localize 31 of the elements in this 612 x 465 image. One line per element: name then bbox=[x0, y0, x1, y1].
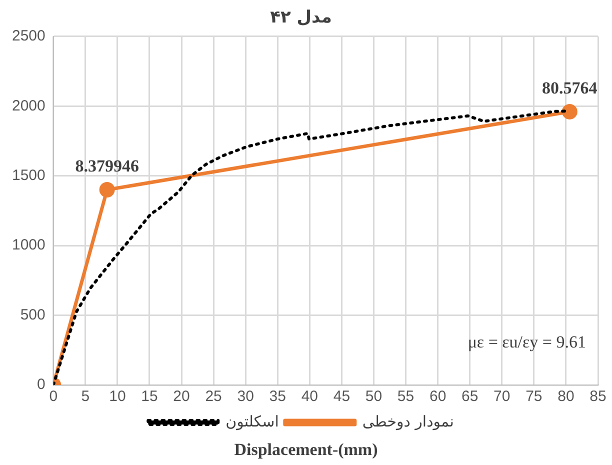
annotation: 8.379946 bbox=[75, 156, 139, 176]
legend-label: نمودار دوخطی bbox=[362, 412, 454, 430]
x-tick-label: 60 bbox=[429, 388, 446, 406]
x-tick-label: 35 bbox=[269, 388, 286, 406]
y-tick-label: 500 bbox=[20, 306, 46, 324]
x-tick-label: 80 bbox=[558, 388, 574, 406]
x-tick-label: 15 bbox=[141, 388, 158, 406]
chart-title: مدل ۴۲ bbox=[270, 8, 332, 28]
annotation: 80.5764 bbox=[542, 78, 598, 98]
x-tick-label: 20 bbox=[173, 388, 190, 406]
x-tick-label: 25 bbox=[205, 388, 222, 406]
x-tick-label: 65 bbox=[462, 388, 478, 406]
x-tick-label: 55 bbox=[397, 388, 414, 406]
annotation: με = εu/εy = 9.61 bbox=[468, 332, 586, 352]
x-tick-label: 85 bbox=[590, 388, 606, 406]
x-tick-label: 45 bbox=[333, 388, 350, 406]
x-tick-label: 40 bbox=[301, 388, 318, 406]
x-tick-label: 30 bbox=[237, 388, 254, 406]
x-tick-label: 75 bbox=[526, 388, 542, 406]
x-tick-label: 50 bbox=[365, 388, 382, 406]
y-tick-label: 1500 bbox=[12, 166, 46, 184]
y-tick-label: 2000 bbox=[12, 97, 46, 114]
y-tick-label: 2500 bbox=[12, 28, 46, 45]
legend-label: اسکلتون bbox=[226, 412, 279, 430]
x-tick-label: 10 bbox=[109, 388, 126, 406]
x-tick-label: 0 bbox=[49, 388, 58, 406]
y-tick-label: 1000 bbox=[12, 236, 46, 254]
y-tick-label: 0 bbox=[37, 376, 46, 394]
x-axis-title: Displacement-(mm) bbox=[233, 440, 379, 460]
x-tick-label: 70 bbox=[494, 388, 510, 406]
x-tick-label: 5 bbox=[81, 388, 90, 406]
